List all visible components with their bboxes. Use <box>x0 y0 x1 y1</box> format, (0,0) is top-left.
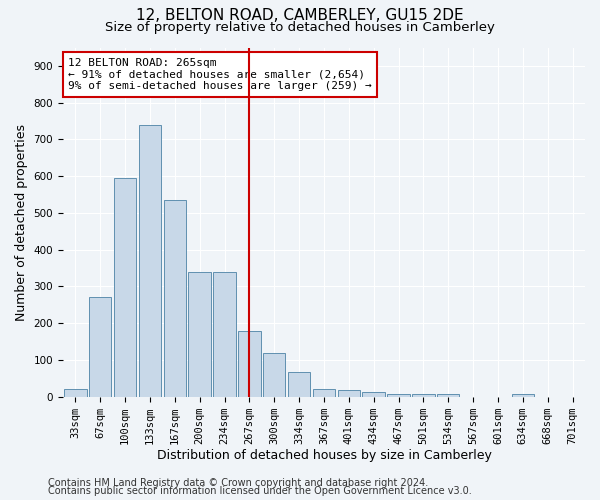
Bar <box>412 394 434 396</box>
X-axis label: Distribution of detached houses by size in Camberley: Distribution of detached houses by size … <box>157 450 491 462</box>
Bar <box>313 388 335 396</box>
Bar <box>214 272 236 396</box>
Y-axis label: Number of detached properties: Number of detached properties <box>15 124 28 320</box>
Text: 12, BELTON ROAD, CAMBERLEY, GU15 2DE: 12, BELTON ROAD, CAMBERLEY, GU15 2DE <box>136 8 464 22</box>
Bar <box>89 298 112 396</box>
Bar <box>64 390 86 396</box>
Bar <box>164 200 186 396</box>
Bar <box>263 354 286 397</box>
Text: Contains HM Land Registry data © Crown copyright and database right 2024.: Contains HM Land Registry data © Crown c… <box>48 478 428 488</box>
Bar <box>139 124 161 396</box>
Bar <box>437 394 460 396</box>
Bar <box>288 372 310 396</box>
Bar <box>512 394 534 396</box>
Text: 12 BELTON ROAD: 265sqm
← 91% of detached houses are smaller (2,654)
9% of semi-d: 12 BELTON ROAD: 265sqm ← 91% of detached… <box>68 58 372 91</box>
Text: Size of property relative to detached houses in Camberley: Size of property relative to detached ho… <box>105 21 495 34</box>
Bar <box>388 394 410 396</box>
Bar <box>188 272 211 396</box>
Bar <box>114 178 136 396</box>
Bar <box>338 390 360 396</box>
Bar <box>238 332 260 396</box>
Bar <box>362 392 385 396</box>
Text: Contains public sector information licensed under the Open Government Licence v3: Contains public sector information licen… <box>48 486 472 496</box>
